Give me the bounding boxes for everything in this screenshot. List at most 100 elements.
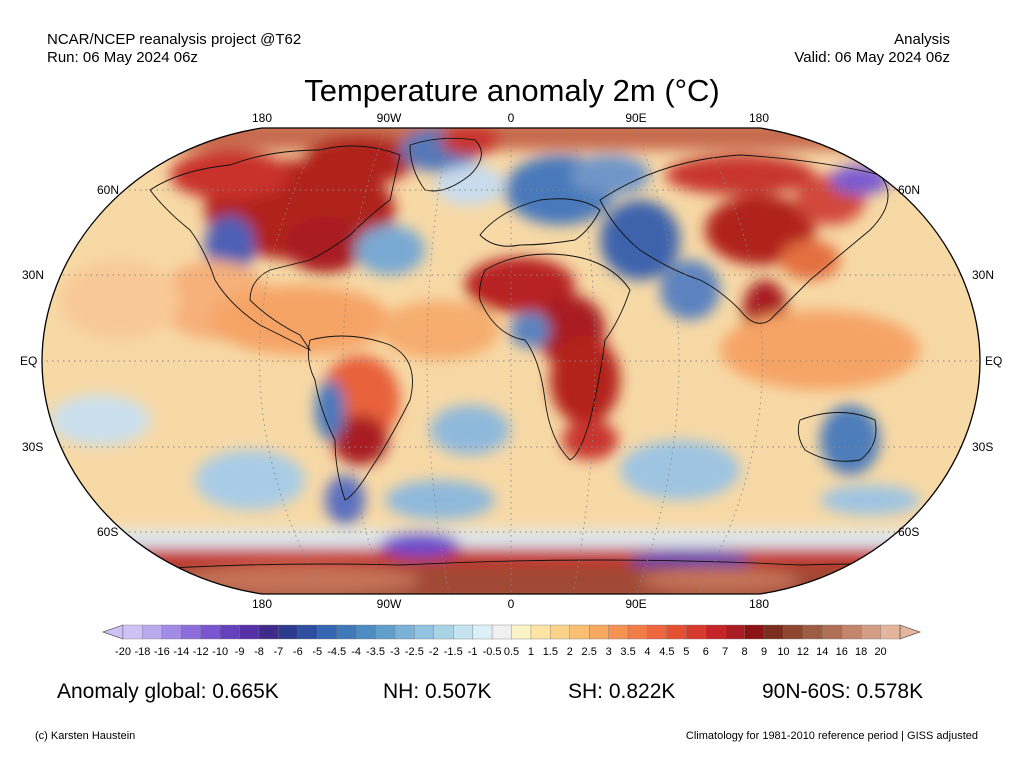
lon-label-180e-bottom: 180	[748, 597, 770, 611]
colorbar-swatch	[394, 624, 415, 640]
graticule	[42, 128, 980, 594]
colorbar-swatch	[317, 624, 338, 640]
lon-label-90e-bottom: 90E	[625, 597, 647, 611]
colorbar-tick-label: -6	[292, 646, 303, 658]
lon-label-180-top: 180	[251, 111, 273, 125]
colorbar-swatch	[472, 624, 493, 640]
colorbar-tick-label: -1.5	[443, 646, 463, 658]
lon-label-180e-top: 180	[748, 111, 770, 125]
colorbar-tick-label: -4	[351, 646, 361, 658]
lon-label-0-bottom: 0	[507, 597, 515, 611]
colorbar-tick-label: -9	[234, 646, 245, 658]
lat-label-eq-right: EQ	[985, 354, 1003, 368]
sh-anomaly: SH: 0.822K	[568, 680, 676, 703]
colorbar-tick-label: -1	[467, 646, 478, 658]
colorbar-tick-label: 4.5	[659, 646, 675, 658]
colorbar-swatch	[142, 624, 163, 640]
colorbar-tick-label: 9	[760, 646, 768, 658]
lon-label-90w-bottom: 90W	[376, 597, 402, 611]
colorbar-swatch	[647, 624, 668, 640]
colorbar-tick-label: 1	[527, 646, 534, 658]
colorbar-swatch	[783, 624, 804, 640]
colorbar-swatch	[200, 624, 221, 640]
colorbar-tick-label: 3	[605, 646, 612, 658]
nh-anomaly: NH: 0.507K	[383, 680, 492, 703]
colorbar-tick-label: 18	[855, 646, 868, 658]
colorbar-swatch	[880, 624, 901, 640]
colorbar-swatch	[122, 624, 143, 640]
valid-time-label: Valid: 06 May 2024 06z	[794, 49, 950, 66]
colorbar-swatch	[686, 624, 707, 640]
colorbar-tick-label: 14	[816, 646, 829, 658]
colorbar-swatch	[744, 624, 765, 640]
colorbar-tick-label: -3.5	[366, 646, 385, 658]
colorbar-tick-label: 6	[702, 646, 709, 658]
colorbar-tick-label: -5	[312, 646, 323, 658]
colorbar-swatch	[239, 624, 260, 640]
lat-label-eq-left: EQ	[20, 354, 38, 368]
colorbar-swatch	[414, 624, 435, 640]
colorbar-tick-label: 2.5	[581, 646, 597, 658]
colorbar-tick-label: 2	[566, 646, 573, 658]
credit: (c) Karsten Haustein	[35, 730, 136, 742]
colorbar-swatch	[433, 624, 454, 640]
colorbar-swatch	[627, 624, 648, 640]
colorbar-tick-label: -10	[212, 646, 229, 658]
colorbar-tick-label: 16	[835, 646, 848, 658]
colorbar-tick-label: 10	[777, 646, 790, 658]
colorbar-tick-label: 5	[683, 646, 690, 658]
global-anomaly: Anomaly global: 0.665K	[57, 680, 279, 703]
colorbar-swatch	[841, 624, 862, 640]
colorbar-swatch	[608, 624, 629, 640]
colorbar-swatch	[763, 624, 784, 640]
lat-label-30s-right: 30S	[972, 440, 994, 454]
colorbar-swatch	[161, 624, 182, 640]
colorbar-tick-label: -2.5	[404, 646, 424, 658]
colorbar-swatch	[802, 624, 823, 640]
colorbar-swatch	[666, 624, 687, 640]
colorbar-tick-label: 8	[741, 646, 748, 658]
colorbar-swatch	[530, 624, 551, 640]
colorbar-swatch	[181, 624, 202, 640]
globe-outline	[41, 127, 981, 595]
colorbar-swatch	[375, 624, 396, 640]
lon-label-0-top: 0	[507, 111, 515, 125]
lat-label-30n-right: 30N	[972, 268, 995, 282]
colorbar-swatch	[278, 624, 299, 640]
colorbar-swatch	[297, 624, 318, 640]
colorbar-swatch	[724, 624, 746, 640]
colorbar-tick-label: -3	[390, 646, 400, 658]
colorbar-swatch	[550, 624, 571, 640]
colorbar-tick-label: -8	[254, 646, 264, 658]
colorbar-tick-label: 3.5	[620, 646, 636, 658]
lat-label-60s-right: 60S	[898, 525, 920, 539]
colorbar-tick-label: -4.5	[327, 646, 347, 658]
colorbar-max-arrow	[899, 624, 921, 640]
project-label: NCAR/NCEP reanalysis project @T62	[47, 31, 302, 48]
map-title: Temperature anomaly 2m (°C)	[304, 73, 720, 108]
colorbar-tick-label: 7	[722, 646, 729, 658]
colorbar-tick-label: -12	[192, 646, 209, 658]
colorbar-tick-label: 1.5	[542, 646, 558, 658]
anomaly-field	[42, 128, 980, 594]
colorbar-swatch	[589, 624, 610, 640]
colorbar-tick-label: -7	[273, 646, 284, 658]
lon-label-90w-top: 90W	[376, 111, 402, 125]
colorbar-tick-label: 0.5	[503, 646, 520, 658]
colorbar-tick-label: -16	[153, 646, 170, 658]
colorbar-tick-label: 20	[874, 646, 887, 658]
colorbar-tick-label: -0.5	[482, 646, 502, 658]
colorbar-swatch	[569, 624, 590, 640]
lat-label-60s-left: 60S	[97, 525, 119, 539]
colorbar-swatch	[453, 624, 474, 640]
colorbar	[102, 624, 921, 640]
colorbar-swatch	[219, 624, 241, 640]
lat-label-60n-right: 60N	[898, 183, 921, 197]
colorbar-tick-label: 4	[644, 646, 651, 658]
colorbar-swatch	[355, 624, 377, 640]
analysis-label: Analysis	[894, 31, 950, 48]
climatology-note: Climatology for 1981-2010 reference peri…	[685, 730, 978, 742]
colorbar-tick-label: -20	[115, 646, 131, 658]
colorbar-swatch	[258, 624, 279, 640]
